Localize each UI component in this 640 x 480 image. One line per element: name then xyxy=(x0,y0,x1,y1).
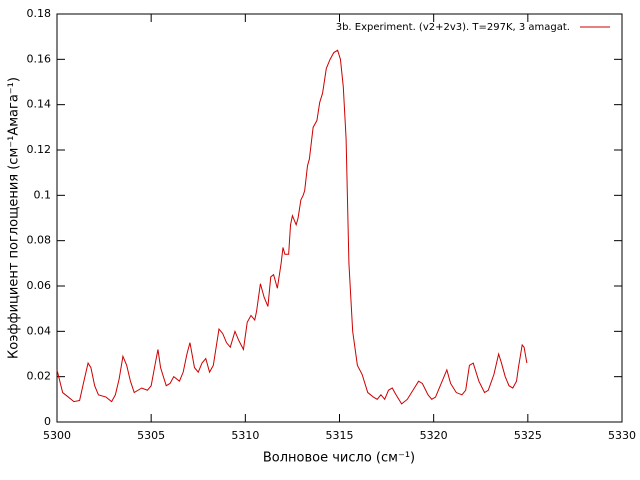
y-tick-label: 0.06 xyxy=(27,279,52,292)
x-axis-label: Волновое число (см⁻¹) xyxy=(263,451,415,466)
y-tick-label: 0.1 xyxy=(34,188,52,201)
y-tick-label: 0.04 xyxy=(27,324,52,337)
x-tick-label: 5320 xyxy=(420,429,448,442)
x-tick-label: 5330 xyxy=(608,429,636,442)
y-tick-label: 0.02 xyxy=(27,370,52,383)
y-axis-label: Коэффициент поглощения (см⁻¹Амага⁻¹) xyxy=(7,77,22,359)
plot-frame xyxy=(56,13,623,423)
x-tick-label: 5315 xyxy=(326,429,354,442)
y-tick-label: 0.16 xyxy=(27,52,52,65)
y-tick-label: 0.18 xyxy=(27,7,52,20)
legend-label: 3b. Experiment. (v2+2v3). T=297K, 3 amag… xyxy=(336,22,570,33)
y-tick-label: 0 xyxy=(44,415,51,428)
x-tick-label: 5305 xyxy=(137,429,165,442)
y-tick-label: 0.12 xyxy=(27,143,52,156)
data-line xyxy=(56,49,528,405)
x-tick-label: 5300 xyxy=(43,429,71,442)
x-tick-label: 5325 xyxy=(514,429,542,442)
x-tick-label: 5310 xyxy=(231,429,259,442)
y-tick-label: 0.08 xyxy=(27,234,52,247)
y-tick-label: 0.14 xyxy=(27,98,52,111)
